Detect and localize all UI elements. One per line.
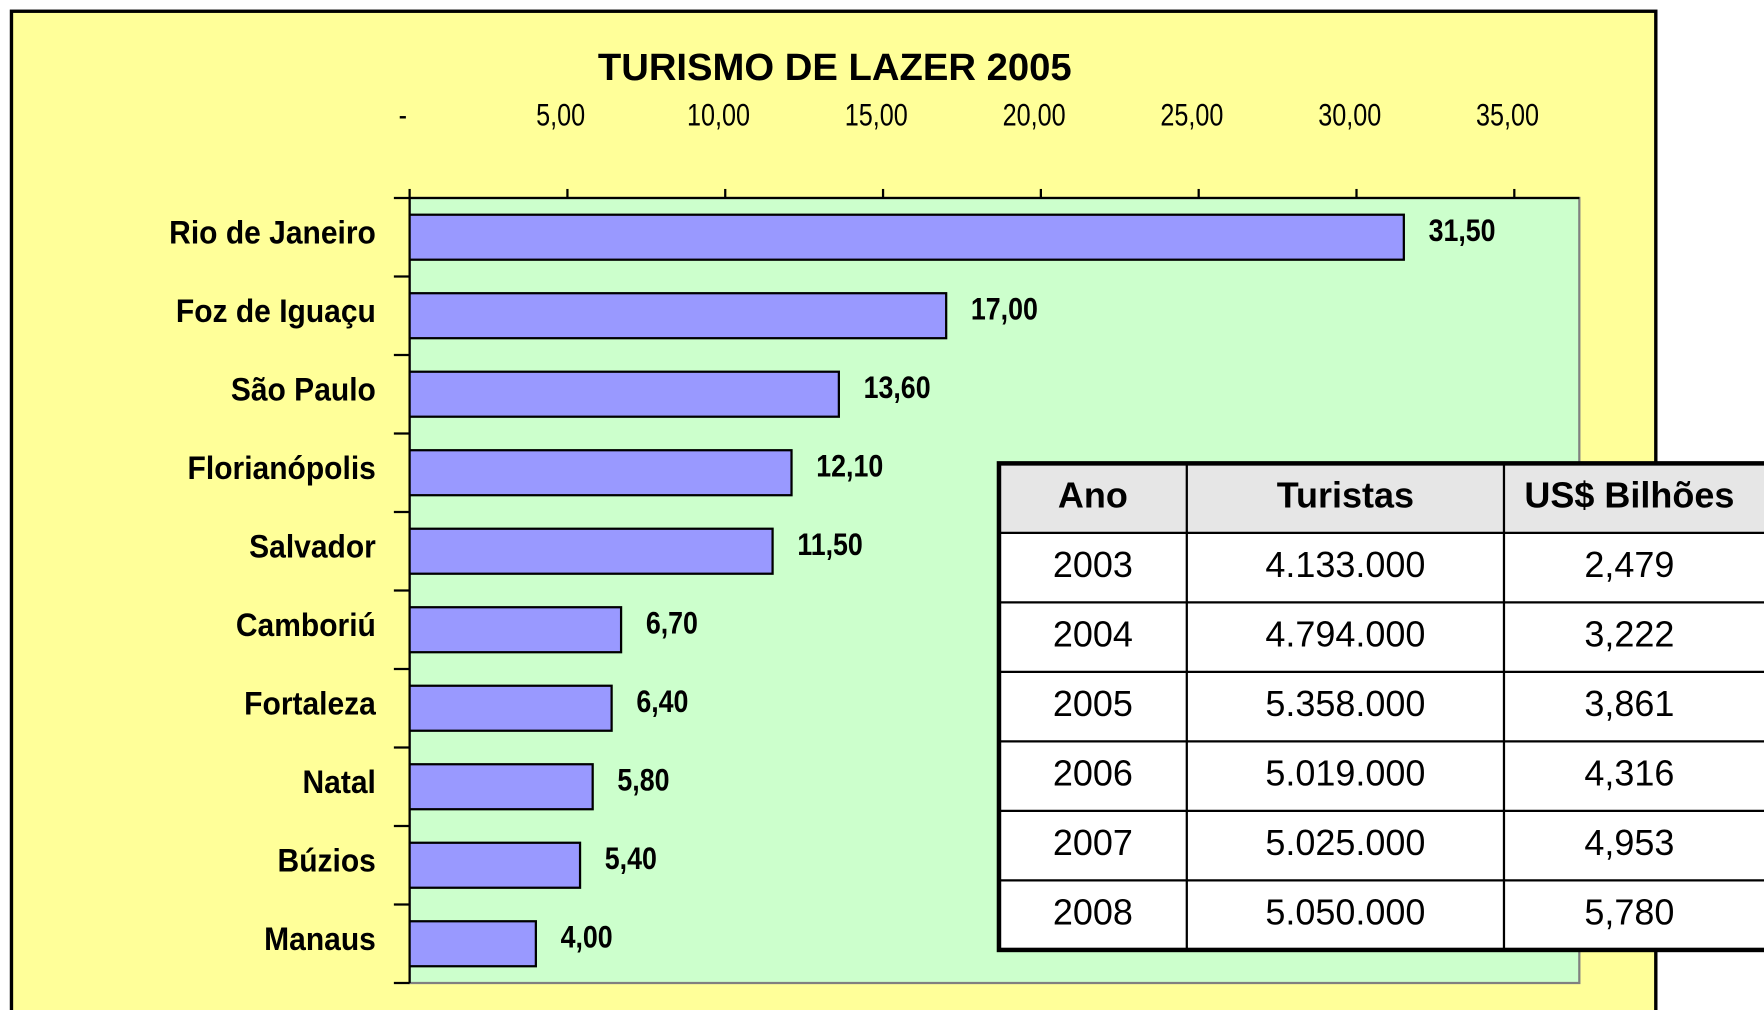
- bar: [408, 527, 774, 575]
- data-label: 6,70: [646, 607, 698, 641]
- data-label: 12,10: [816, 450, 883, 484]
- bar: [408, 213, 1405, 261]
- table-cell: 5.050.000: [1265, 892, 1425, 933]
- bar: [408, 920, 537, 968]
- table-cell: 4.794.000: [1265, 614, 1425, 655]
- table-cell: 2007: [1053, 822, 1133, 863]
- y-tick-label: Manaus: [264, 921, 376, 957]
- bar: [408, 606, 623, 654]
- x-tick-label: 25,00: [1160, 98, 1223, 133]
- table-cell: 2008: [1053, 892, 1133, 933]
- table-cell: 4,953: [1584, 822, 1674, 863]
- data-label: 11,50: [797, 528, 863, 562]
- y-tick-label: Fortaleza: [244, 685, 376, 721]
- table-header-cell: Ano: [1058, 475, 1128, 516]
- bar: [408, 449, 793, 497]
- x-tick-label: 35,00: [1476, 98, 1539, 133]
- y-tick-label: Natal: [303, 764, 376, 800]
- y-tick-label: Florianópolis: [188, 450, 376, 486]
- y-tick-label: Rio de Janeiro: [169, 214, 376, 250]
- table-header-cell: Turistas: [1277, 475, 1414, 516]
- data-label: 4,00: [561, 921, 613, 955]
- table-cell: 5.358.000: [1265, 683, 1425, 724]
- y-tick-label: Camboriú: [236, 607, 376, 643]
- y-tick-label: Foz de Iguaçu: [176, 293, 376, 329]
- x-tick-label: 30,00: [1318, 98, 1381, 133]
- table-cell: 2,479: [1584, 544, 1674, 585]
- data-label: 17,00: [971, 293, 1038, 327]
- table-cell: 5,780: [1584, 892, 1674, 933]
- y-tick-label: Salvador: [249, 528, 376, 564]
- data-label: 13,60: [864, 371, 931, 405]
- table-cell: 5.019.000: [1265, 753, 1425, 794]
- chart-title: TURISMO DE LAZER 2005: [598, 46, 1072, 89]
- x-tick-label: 5,00: [536, 98, 585, 133]
- data-label: 6,40: [636, 685, 688, 719]
- x-tick-label: 10,00: [687, 98, 750, 133]
- table-cell: 2005: [1053, 683, 1133, 724]
- table-cell: 3,222: [1584, 614, 1674, 655]
- bar: [408, 370, 840, 418]
- bar: [408, 763, 594, 811]
- table-cell: 4,316: [1584, 753, 1674, 794]
- table-cell: 2003: [1053, 544, 1133, 585]
- y-tick-label: Búzios: [278, 842, 376, 878]
- table-cell: 4.133.000: [1265, 544, 1425, 585]
- x-tick-label: 20,00: [1003, 98, 1066, 133]
- y-tick-label: São Paulo: [231, 371, 376, 407]
- x-tick-label: -: [399, 98, 407, 133]
- table-border: [996, 461, 1764, 953]
- data-label: 31,50: [1429, 214, 1496, 248]
- x-tick-label: 15,00: [845, 98, 908, 133]
- bar: [408, 841, 582, 889]
- table-header-cell: US$ Bilhões: [1524, 475, 1734, 516]
- bar: [408, 292, 948, 340]
- table-cell: 2006: [1053, 753, 1133, 794]
- table-cell: 5.025.000: [1265, 822, 1425, 863]
- data-label: 5,40: [605, 842, 657, 876]
- table-cell: 2004: [1053, 614, 1133, 655]
- table-cell: 3,861: [1584, 683, 1674, 724]
- data-label: 5,80: [617, 764, 669, 798]
- table-background: [998, 463, 1764, 950]
- bar: [408, 684, 613, 732]
- table-header-background: [998, 463, 1764, 533]
